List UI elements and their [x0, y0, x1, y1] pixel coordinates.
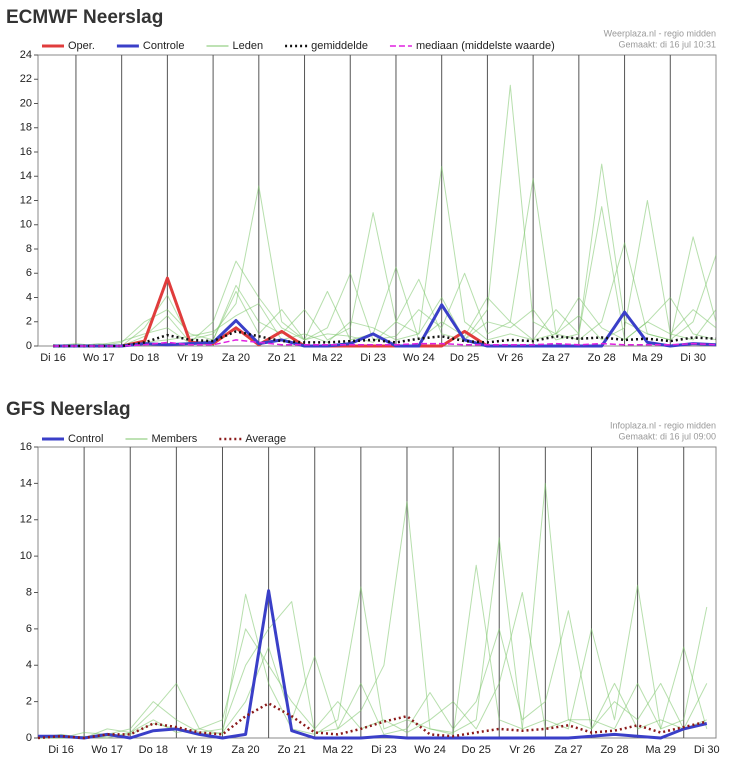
- y-tick-label: 12: [20, 514, 32, 526]
- source-note: Weerplaza.nl - regio midden: [604, 28, 716, 38]
- series-line: [53, 339, 717, 347]
- legend-label: Leden: [232, 40, 263, 52]
- x-tick-label: Za 27: [542, 352, 570, 364]
- x-tick-label: Di 30: [680, 352, 706, 364]
- x-tick-label: Wo 24: [403, 352, 435, 364]
- y-tick-label: 6: [26, 623, 32, 635]
- y-tick-label: 0: [26, 340, 32, 352]
- y-tick-label: 10: [20, 550, 32, 562]
- series-line: [53, 330, 717, 348]
- series-line: [53, 163, 717, 347]
- x-tick-label: Zo 28: [600, 744, 628, 756]
- y-tick-label: 10: [20, 219, 32, 231]
- legend-label: mediaan (middelste waarde): [416, 40, 555, 52]
- y-tick-label: 24: [20, 49, 32, 61]
- x-tick-label: Di 23: [371, 744, 397, 756]
- legend-label: Average: [245, 433, 286, 445]
- y-tick-label: 20: [20, 97, 32, 109]
- y-tick-label: 4: [26, 659, 32, 671]
- x-tick-label: Do 25: [461, 744, 490, 756]
- x-tick-label: Vr 26: [497, 352, 523, 364]
- x-tick-label: Di 30: [694, 744, 720, 756]
- x-tick-label: Za 20: [222, 352, 250, 364]
- y-tick-label: 4: [26, 291, 32, 303]
- series-line: [37, 702, 708, 740]
- plot-area: [37, 446, 717, 739]
- y-tick-label: 22: [20, 73, 32, 85]
- source-note: Gemaakt: di 16 jul 09:00: [618, 431, 716, 441]
- legend-label: Members: [151, 433, 197, 445]
- y-tick-label: 2: [26, 316, 32, 328]
- x-tick-label: Ma 29: [645, 744, 676, 756]
- y-tick-label: 14: [20, 477, 32, 489]
- x-tick-label: Di 23: [360, 352, 386, 364]
- y-tick-label: 12: [20, 194, 32, 206]
- y-tick-label: 0: [26, 732, 32, 744]
- source-note: Infoplaza.nl - regio midden: [610, 420, 716, 430]
- legend-label: Oper.: [68, 40, 95, 52]
- x-tick-label: Wo 24: [414, 744, 446, 756]
- chart-title: ECMWF Neerslag: [6, 7, 163, 28]
- y-tick-label: 8: [26, 586, 32, 598]
- y-tick-label: 18: [20, 122, 32, 134]
- x-tick-label: Do 18: [130, 352, 159, 364]
- x-tick-label: Zo 21: [278, 744, 306, 756]
- chart-title: GFS Neerslag: [6, 399, 131, 420]
- legend-label: gemiddelde: [311, 40, 368, 52]
- x-tick-label: Vr 19: [186, 744, 212, 756]
- x-tick-label: Zo 21: [268, 352, 296, 364]
- series-line: [38, 501, 708, 739]
- y-tick-label: 2: [26, 696, 32, 708]
- x-tick-label: Za 20: [231, 744, 259, 756]
- series-line: [38, 589, 708, 740]
- x-tick-label: Vr 26: [509, 744, 535, 756]
- x-tick-label: Wo 17: [83, 352, 115, 364]
- x-tick-label: Do 25: [450, 352, 479, 364]
- y-tick-label: 16: [20, 441, 32, 453]
- x-tick-label: Vr 19: [177, 352, 203, 364]
- legend-label: Control: [68, 433, 103, 445]
- x-tick-label: Zo 28: [588, 352, 616, 364]
- x-tick-label: Do 18: [139, 744, 168, 756]
- x-tick-label: Ma 29: [632, 352, 663, 364]
- y-tick-label: 14: [20, 170, 32, 182]
- x-tick-label: Ma 22: [323, 744, 354, 756]
- series-line: [53, 84, 717, 347]
- x-tick-label: Di 16: [40, 352, 66, 364]
- series-line: [37, 610, 707, 739]
- x-tick-label: Za 27: [554, 744, 582, 756]
- x-tick-label: Wo 17: [91, 744, 123, 756]
- source-note: Gemaakt: di 16 jul 10:31: [618, 39, 716, 49]
- series-line: [53, 178, 717, 347]
- series-line: [38, 592, 708, 739]
- y-tick-label: 6: [26, 267, 32, 279]
- y-tick-label: 16: [20, 146, 32, 158]
- plot-area: [37, 54, 717, 347]
- series-line: [53, 206, 717, 347]
- x-tick-label: Ma 22: [312, 352, 343, 364]
- legend-label: Controle: [143, 40, 185, 52]
- y-tick-label: 8: [26, 243, 32, 255]
- x-tick-label: Di 16: [48, 744, 74, 756]
